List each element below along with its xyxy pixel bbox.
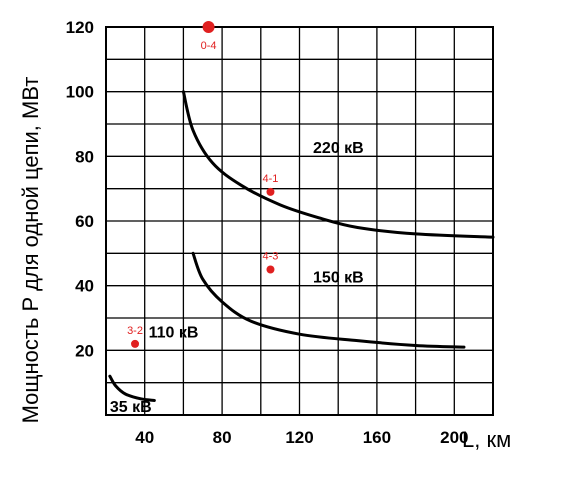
tick-labels: 40 80 120 160 200 20 40 60 80 100 120 [66, 18, 469, 447]
x-tick-label: 80 [213, 428, 232, 447]
marker-label: 0-4 [201, 40, 217, 52]
curve-220-кВ [181, 90, 495, 239]
y-tick-label: 120 [66, 18, 94, 37]
x-tick-label: 120 [285, 428, 313, 447]
y-tick-label: 20 [75, 341, 94, 360]
y-tick-label: 40 [75, 277, 94, 296]
y-tick-label: 60 [75, 212, 94, 231]
curve-label: 150 кВ [313, 269, 364, 286]
x-tick-label: 160 [363, 428, 391, 447]
x-axis-title: L, км [462, 427, 511, 452]
curve-110-кВ [191, 251, 466, 349]
grid [105, 26, 494, 416]
y-tick-label: 80 [75, 147, 94, 166]
marker-label: 4-3 [263, 251, 279, 263]
marker-4-1 [266, 187, 275, 196]
curve-35-кВ [108, 374, 156, 402]
marker-label: 4-1 [263, 173, 279, 185]
x-tick-label: 40 [135, 428, 154, 447]
y-axis-title: Мощность P для одной цепи, МВт [18, 77, 43, 424]
marker-4-3 [266, 265, 275, 274]
markers: 0-4 4-1 4-3 3-2 [127, 21, 278, 348]
curves [108, 90, 495, 402]
x-tick-label: 200 [440, 428, 468, 447]
curve-label: 110 кВ [149, 324, 199, 341]
curve-label: 220 кВ [313, 140, 364, 157]
curve-label: 35 кВ [110, 399, 152, 416]
marker-3-2 [131, 339, 140, 348]
marker-label: 3-2 [127, 325, 143, 337]
curve-labels: 220 кВ 150 кВ 110 кВ 35 кВ [110, 140, 364, 416]
y-tick-label: 100 [66, 83, 94, 102]
marker-0-4 [202, 21, 215, 33]
